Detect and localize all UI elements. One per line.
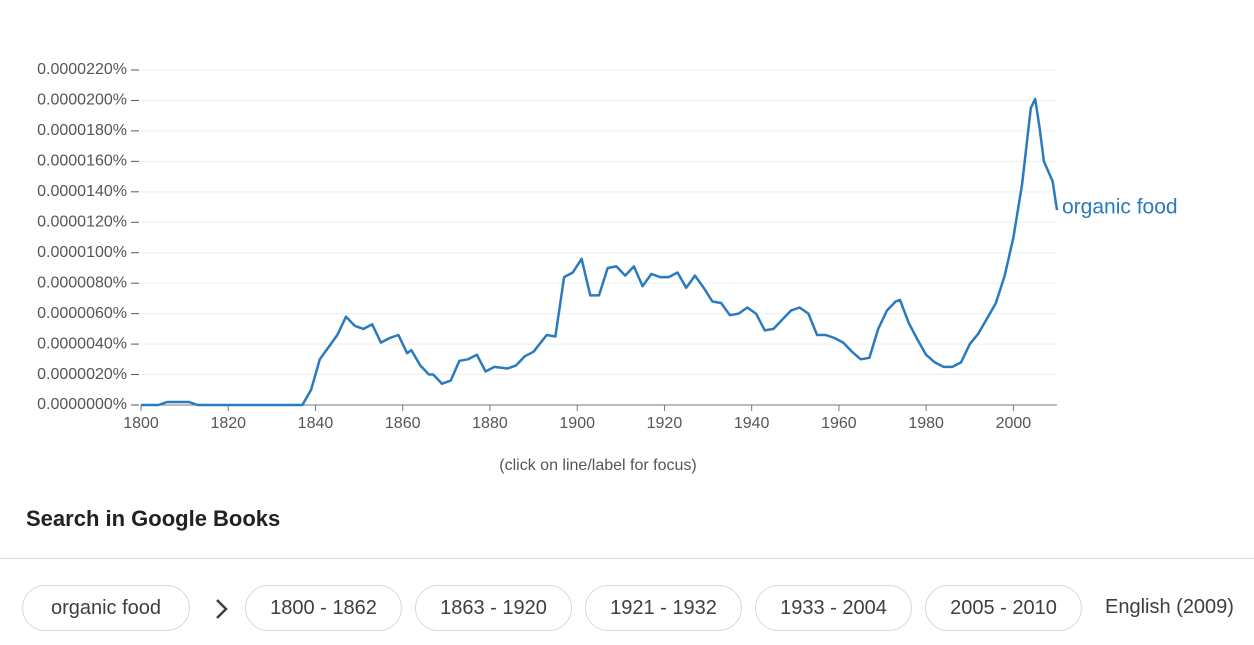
range-chip[interactable]: 2005 - 2010 [925, 585, 1082, 631]
series-line [141, 97, 1059, 407]
y-tick-label: 0.0000000% [37, 396, 127, 413]
y-tick-label: 0.0000020% [37, 366, 127, 383]
chart: (click on line/label for focus) 0.000000… [37, 61, 1178, 474]
x-tick-label: 2000 [996, 415, 1032, 432]
x-tick-label: 1980 [908, 415, 944, 432]
series-label: organic food [1062, 196, 1178, 219]
x-tick-label: 1860 [385, 415, 421, 432]
x-tick-label: 1880 [472, 415, 508, 432]
y-tick-label: 0.0000160% [37, 153, 127, 170]
range-chip[interactable]: 1800 - 1862 [245, 585, 402, 631]
x-tick-label: 1940 [734, 415, 770, 432]
range-chip[interactable]: 1863 - 1920 [415, 585, 572, 631]
x-tick-label: 1840 [298, 415, 334, 432]
chart-note: (click on line/label for focus) [499, 457, 696, 474]
x-tick-label: 1960 [821, 415, 857, 432]
range-chip[interactable]: 1933 - 2004 [755, 585, 912, 631]
x-tick-label: 1820 [210, 415, 246, 432]
y-tick-label: 0.0000100% [37, 244, 127, 261]
y-tick-label: 0.0000060% [37, 305, 127, 322]
y-tick-label: 0.0000220% [37, 61, 127, 78]
x-tick-label: 1800 [123, 415, 159, 432]
divider [0, 558, 1254, 559]
range-chip[interactable]: 1921 - 1932 [585, 585, 742, 631]
y-tick-label: 0.0000120% [37, 213, 127, 230]
query-chip[interactable]: organic food [22, 585, 190, 631]
chevron [216, 599, 228, 619]
y-tick-label: 0.0000200% [37, 92, 127, 109]
search-title: Search in Google Books [26, 506, 281, 531]
y-tick-label: 0.0000140% [37, 183, 127, 200]
y-tick-label: 0.0000080% [37, 274, 127, 291]
corpus[interactable]: English (2009) [1105, 596, 1234, 618]
x-tick-label: 1900 [559, 415, 595, 432]
y-tick-label: 0.0000180% [37, 122, 127, 139]
y-tick-label: 0.0000040% [37, 335, 127, 352]
x-tick-label: 1920 [647, 415, 683, 432]
